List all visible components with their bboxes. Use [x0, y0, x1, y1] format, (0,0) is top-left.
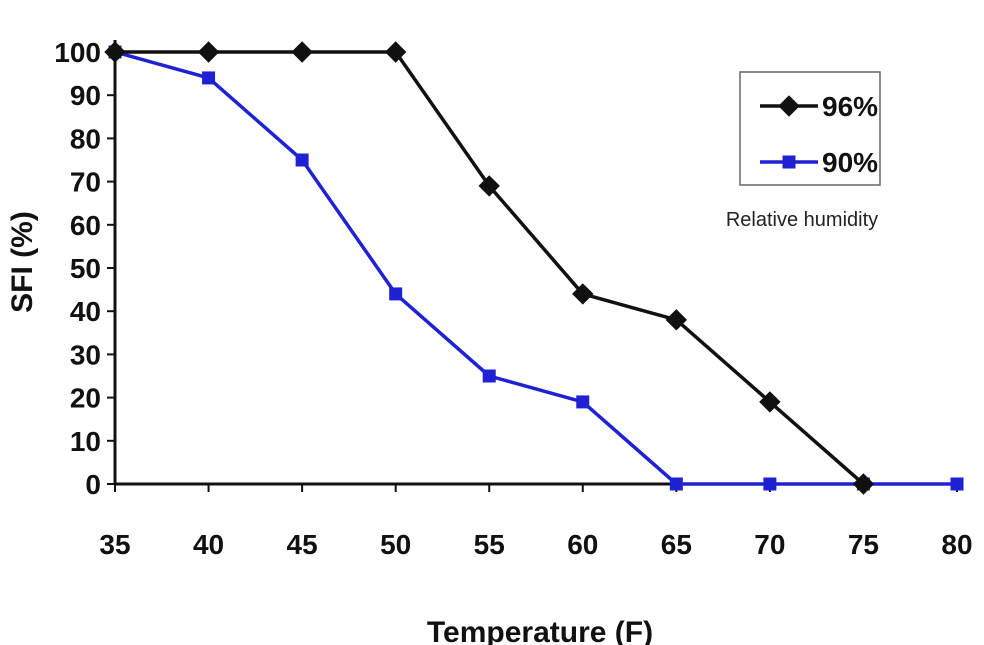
x-tick-label: 80	[941, 529, 972, 560]
data-point	[202, 71, 216, 85]
data-point	[759, 391, 781, 413]
data-point	[197, 41, 220, 63]
x-tick-label: 40	[193, 529, 224, 560]
legend-marker	[782, 155, 796, 169]
legend-items: 96% 90%	[760, 91, 878, 178]
data-point	[576, 395, 590, 409]
y-tick-label: 20	[70, 383, 101, 414]
y-tick-label: 60	[70, 210, 101, 241]
series	[104, 41, 964, 495]
y-tick-label: 40	[70, 296, 101, 327]
data-point	[665, 309, 688, 331]
legend-label: 96%	[822, 91, 878, 122]
data-point	[478, 175, 500, 197]
legend-label: 90%	[822, 147, 878, 178]
legend-marker	[778, 95, 800, 117]
data-point	[572, 283, 594, 305]
x-tick-label: 35	[99, 529, 130, 560]
series-0	[104, 41, 875, 495]
data-point	[295, 153, 309, 167]
x-tick-label: 45	[287, 529, 318, 560]
y-tick-label: 80	[70, 123, 101, 154]
x-tick-label: 75	[848, 529, 879, 560]
data-point	[384, 41, 407, 63]
legend-note: Relative humidity	[726, 209, 878, 231]
legend-box	[739, 71, 881, 186]
y-tick-label: 70	[70, 167, 101, 198]
data-point	[763, 477, 777, 491]
x-tick-label: 65	[661, 529, 692, 560]
y-tick-label: 30	[70, 339, 101, 370]
y-tick-label: 50	[70, 253, 101, 284]
y-tick-label: 0	[85, 469, 101, 500]
y-tick-label: 100	[54, 37, 101, 68]
data-point	[104, 41, 126, 63]
legend: 96% 90%	[739, 71, 881, 186]
x-tick-label: 60	[567, 529, 598, 560]
x-axis-title: Temperature (F)	[427, 616, 653, 645]
x-tick-label: 55	[474, 529, 505, 560]
y-axis-title: SFI (%)	[6, 211, 39, 313]
y-ticks: 0 10 20 30 40 50 60 70 80 90 100	[54, 37, 115, 500]
series-line	[114, 50, 957, 486]
data-point	[291, 41, 313, 63]
data-point	[950, 477, 964, 491]
data-point	[669, 477, 683, 491]
x-tick-label: 50	[380, 529, 411, 560]
y-tick-label: 10	[70, 426, 101, 457]
data-point	[852, 473, 875, 495]
data-point	[389, 287, 403, 301]
x-ticks: 35 40 45 50 55 60 65 70 75 80	[99, 484, 973, 560]
y-tick-label: 90	[70, 80, 101, 111]
x-tick-label: 70	[754, 529, 785, 560]
data-point	[482, 369, 496, 383]
